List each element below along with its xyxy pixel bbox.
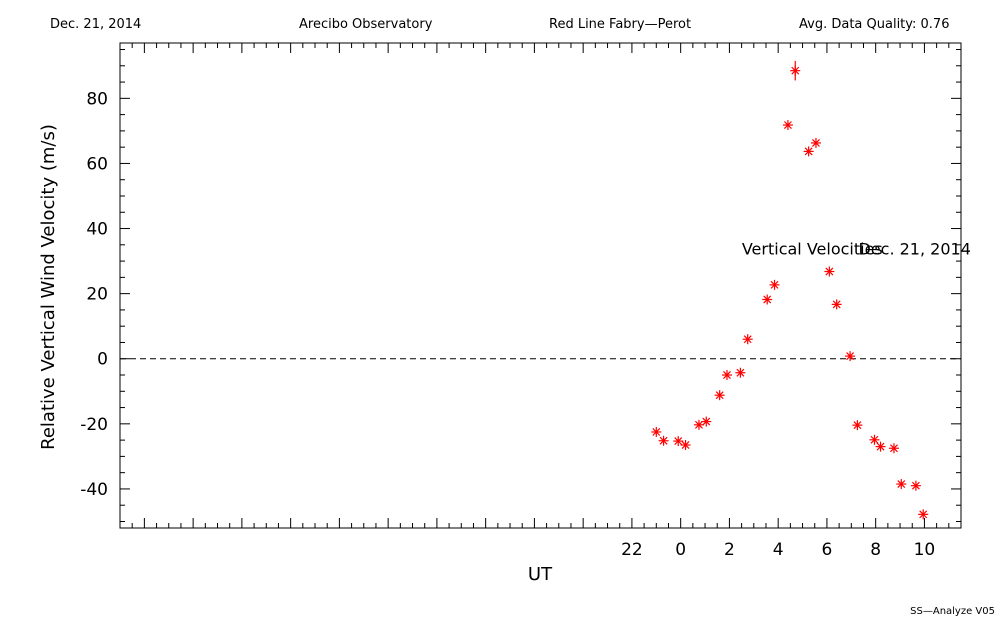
x-tick-label: 0 xyxy=(675,540,686,560)
data-point xyxy=(869,434,880,445)
data-point xyxy=(810,137,821,148)
y-tick-label: 60 xyxy=(86,154,108,174)
x-tick-label: 10 xyxy=(914,540,936,560)
data-point xyxy=(735,367,746,378)
data-point xyxy=(651,426,662,437)
data-point xyxy=(803,146,814,157)
data-point xyxy=(693,419,704,430)
data-point xyxy=(790,60,801,81)
tick-labels: 22 0 2 4 6 8 10 80 60 40 20 0 -20 -40 xyxy=(80,89,935,560)
data-point xyxy=(845,351,856,362)
data-point xyxy=(742,334,753,345)
y-tick-label: 20 xyxy=(86,285,108,305)
x-tick-label: 6 xyxy=(822,540,833,560)
x-axis-label: UT xyxy=(528,564,553,585)
y-tick-label: 40 xyxy=(86,220,108,240)
data-points xyxy=(651,60,929,520)
data-point xyxy=(673,436,684,447)
data-point xyxy=(680,439,691,450)
data-point xyxy=(918,509,929,520)
annotation-vertical-velocities: Vertical Velocities xyxy=(742,240,883,259)
y-axis-label: Relative Vertical Wind Velocity (m/s) xyxy=(38,124,59,450)
data-point xyxy=(714,390,725,401)
header-quality: Avg. Data Quality: 0.76 xyxy=(799,17,950,32)
axis-ticks xyxy=(119,43,962,528)
y-tick-label: 80 xyxy=(86,89,108,109)
data-point xyxy=(910,480,921,491)
data-point xyxy=(824,266,835,277)
data-point xyxy=(888,443,899,454)
plot-frame xyxy=(119,42,962,529)
header-instrument: Red Line Fabry—Perot xyxy=(549,17,692,32)
data-point xyxy=(658,435,669,446)
header-date: Dec. 21, 2014 xyxy=(50,17,142,32)
y-tick-label: -40 xyxy=(80,480,108,500)
y-tick-label: 0 xyxy=(97,350,108,370)
data-point xyxy=(721,370,732,381)
data-point xyxy=(875,441,886,452)
data-point xyxy=(782,120,793,131)
data-point xyxy=(831,299,842,310)
data-point xyxy=(896,479,907,490)
data-point xyxy=(769,279,780,290)
y-tick-label: -20 xyxy=(80,415,108,435)
header-site: Arecibo Observatory xyxy=(299,17,433,32)
data-point xyxy=(701,416,712,427)
annotation-date: Dec. 21, 2014 xyxy=(858,240,970,259)
x-tick-label: 8 xyxy=(870,540,881,560)
data-point xyxy=(852,420,863,431)
x-tick-label: 2 xyxy=(724,540,735,560)
x-tick-label: 4 xyxy=(773,540,784,560)
software-version: SS—Analyze V05 xyxy=(910,606,995,617)
data-point xyxy=(762,294,773,305)
x-tick-label: 22 xyxy=(621,540,643,560)
